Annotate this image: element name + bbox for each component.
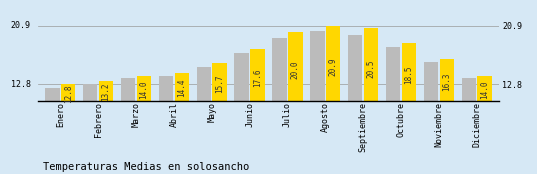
- Bar: [83, 84, 97, 174]
- Text: Temperaturas Medias en solosancho: Temperaturas Medias en solosancho: [43, 162, 249, 172]
- Bar: [386, 47, 400, 174]
- Text: 12.8: 12.8: [11, 80, 31, 89]
- Bar: [235, 53, 249, 174]
- Bar: [137, 76, 151, 174]
- Bar: [159, 76, 173, 174]
- Bar: [477, 76, 492, 174]
- Text: 16.3: 16.3: [442, 73, 451, 91]
- Bar: [440, 59, 454, 174]
- Bar: [310, 31, 324, 174]
- Text: 17.6: 17.6: [253, 69, 262, 87]
- Bar: [424, 62, 438, 174]
- Bar: [121, 78, 135, 174]
- Text: 15.7: 15.7: [215, 75, 224, 93]
- Bar: [250, 49, 265, 174]
- Text: 14.0: 14.0: [480, 80, 489, 99]
- Text: 12.8: 12.8: [64, 84, 72, 103]
- Text: 20.9: 20.9: [329, 58, 338, 76]
- Text: 20.5: 20.5: [367, 59, 375, 78]
- Bar: [348, 35, 362, 174]
- Text: 14.4: 14.4: [177, 79, 186, 97]
- Text: 18.5: 18.5: [404, 66, 413, 84]
- Bar: [175, 73, 189, 174]
- Bar: [61, 84, 75, 174]
- Text: 14.0: 14.0: [140, 80, 148, 99]
- Text: 13.2: 13.2: [101, 83, 111, 101]
- Bar: [364, 28, 378, 174]
- Bar: [45, 88, 60, 174]
- Bar: [272, 38, 287, 174]
- Bar: [288, 32, 302, 174]
- Bar: [99, 81, 113, 174]
- Bar: [326, 26, 340, 174]
- Text: 20.9: 20.9: [11, 21, 31, 30]
- Text: 20.0: 20.0: [291, 61, 300, 79]
- Bar: [213, 63, 227, 174]
- Bar: [462, 78, 476, 174]
- Bar: [197, 67, 211, 174]
- Bar: [402, 43, 416, 174]
